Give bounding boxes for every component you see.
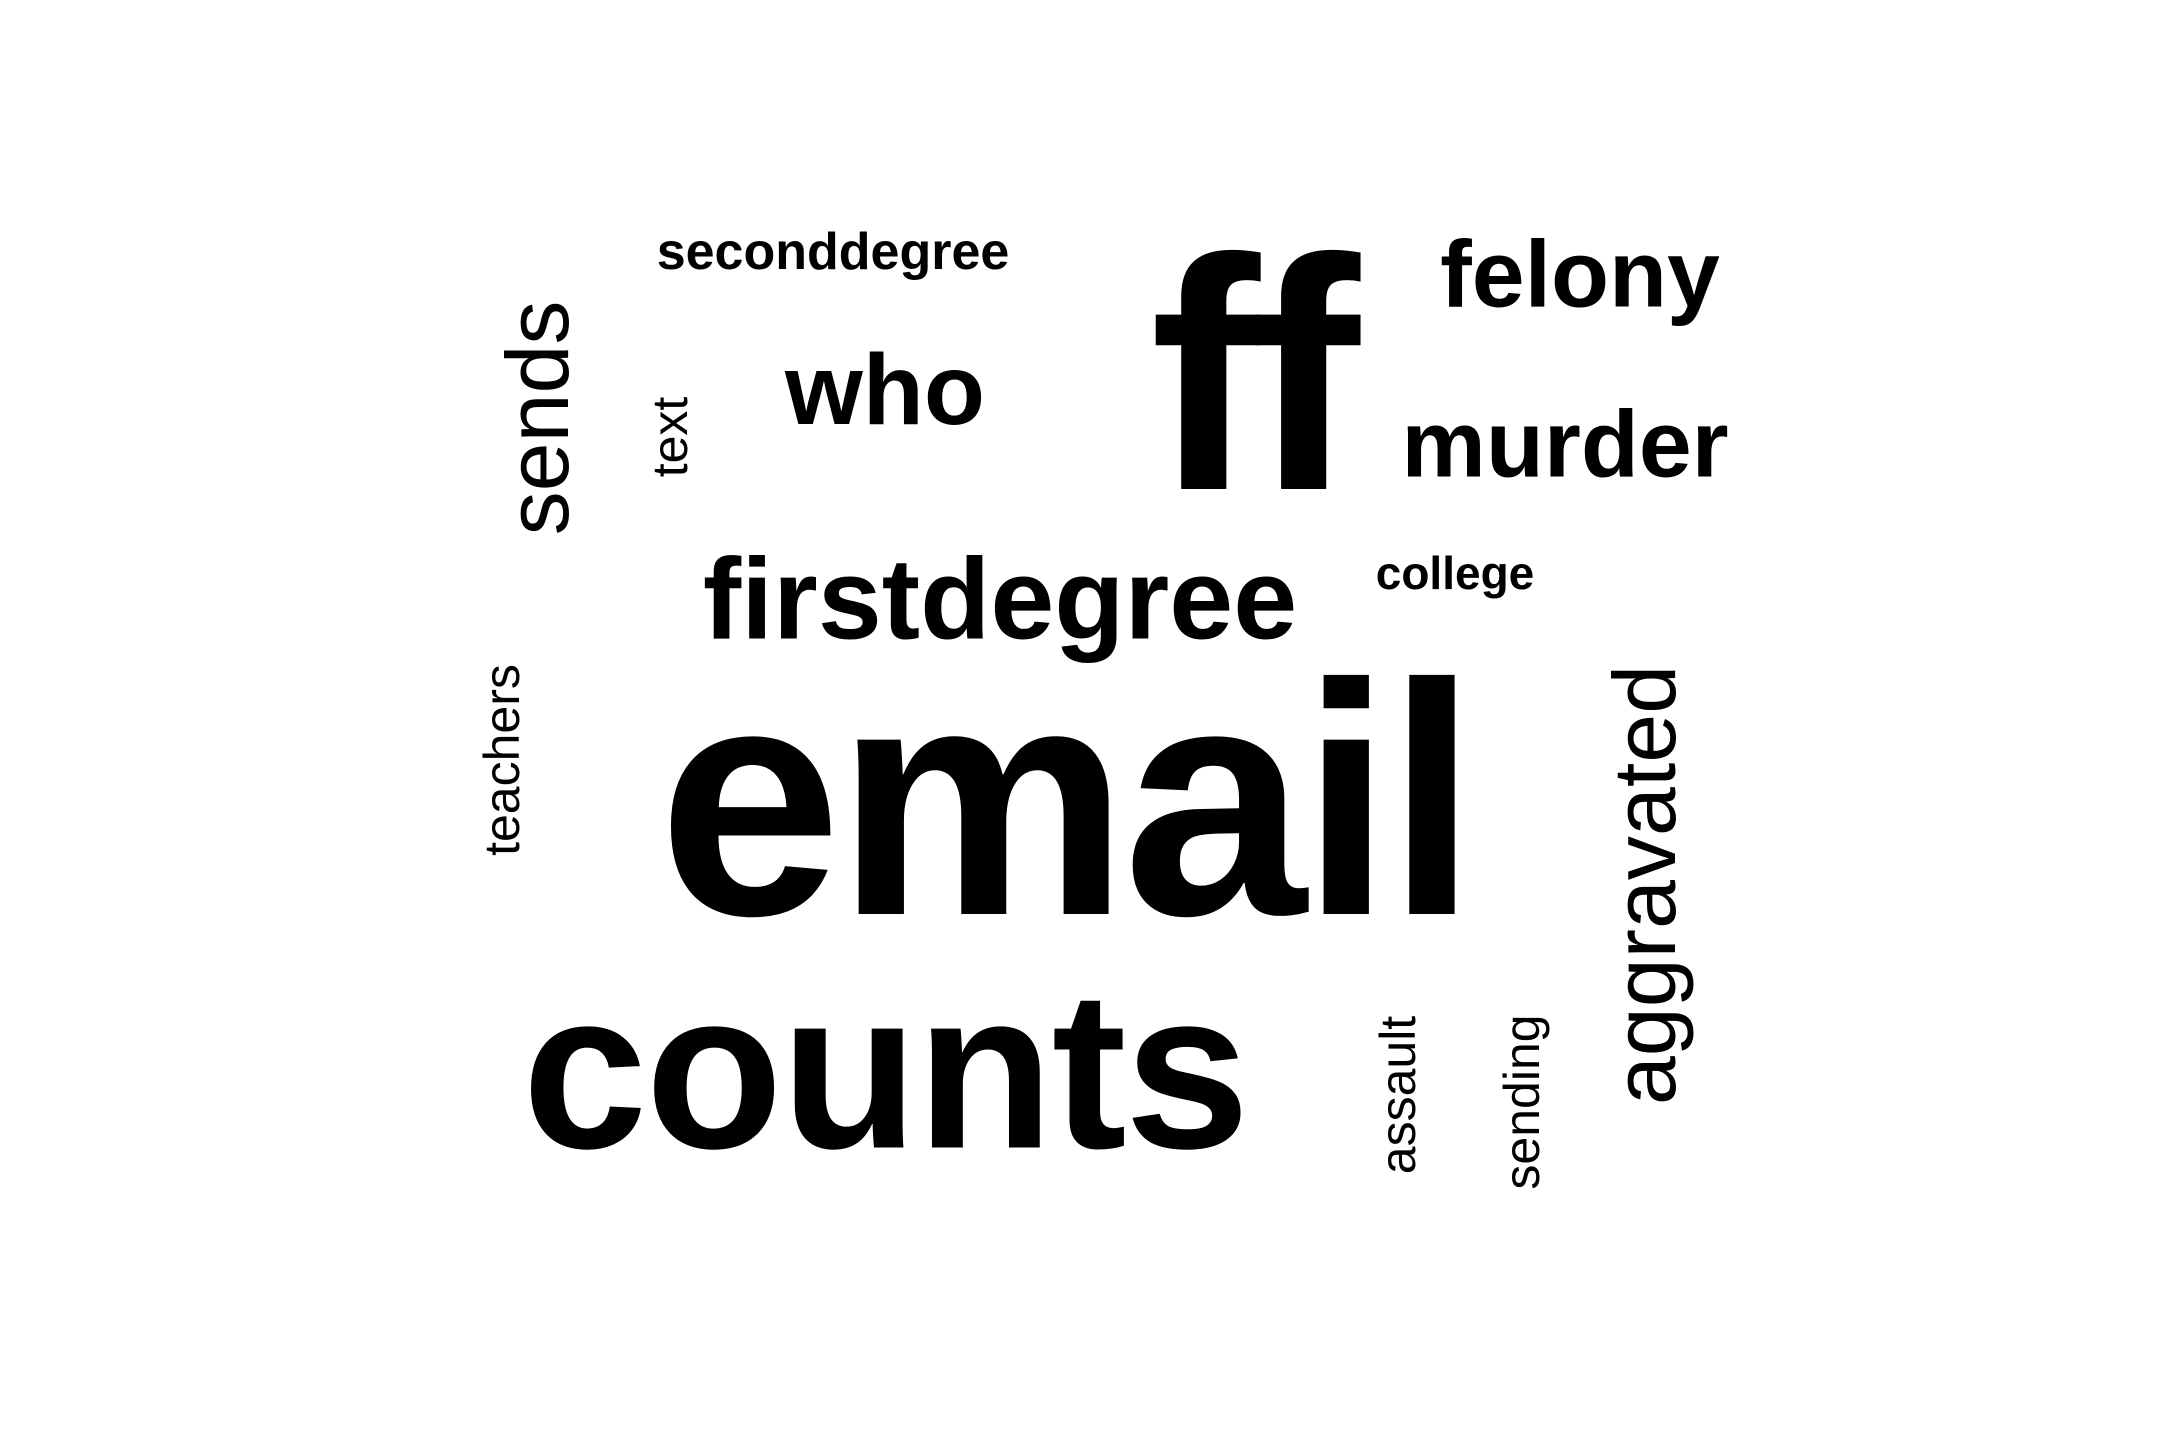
word-who: who (785, 334, 985, 446)
word-college: college (1375, 547, 1535, 599)
word-ff: ff (1150, 190, 1360, 559)
word-text: text (642, 396, 698, 478)
word-counts: counts (522, 943, 1250, 1196)
word-teachers: teachers (474, 664, 530, 856)
word-email: email (658, 615, 1478, 984)
word-murder: murder (1401, 391, 1729, 498)
word-aggravated: aggravated (1595, 664, 1694, 1106)
word-assault: assault (1370, 1015, 1426, 1175)
word-sends: sends (488, 300, 587, 536)
word-firstdegree: firstdegree (702, 535, 1298, 664)
word-seconddegree: seconddegree (656, 223, 1010, 281)
word-sending: sending (1494, 1014, 1550, 1190)
word-felony: felony (1440, 221, 1720, 328)
